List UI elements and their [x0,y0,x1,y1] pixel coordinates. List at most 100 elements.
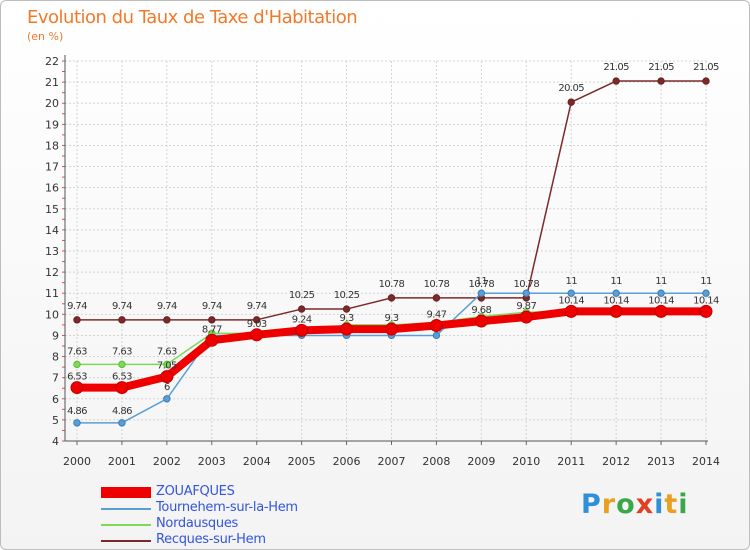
data-label: 10.14 [558,295,584,306]
data-label: 10.14 [648,295,674,306]
logo-letter: i [678,489,689,520]
data-point [297,305,306,313]
chart-title: Evolution du Taux de Taxe d'Habitation [27,7,358,28]
data-label: 11 [700,276,712,287]
data-point [522,289,530,297]
data-point [118,360,126,369]
data-label: 9.3 [340,313,354,324]
data-point [163,316,171,324]
gridlines [65,60,708,442]
data-point [429,319,443,333]
x-tick-label: 2004 [243,455,271,468]
logo-letter: P [581,489,602,520]
data-point [657,289,665,297]
data-point [73,360,81,369]
y-tick-label: 10 [45,308,59,321]
data-label: 11 [610,276,622,287]
x-tick-label: 2010 [512,455,540,468]
data-label: 9.87 [516,301,536,312]
y-tick-label: 6 [52,393,59,406]
proxiti-logo: Proxiti [581,489,689,520]
data-label: 10.78 [424,279,450,290]
y-tick-label: 18 [45,139,59,152]
y-tick-label: 22 [45,55,59,68]
x-tick-label: 2014 [692,455,720,468]
data-point [115,381,129,395]
y-tick-label: 17 [45,161,59,174]
x-tick-label: 2011 [557,455,585,468]
series-lines [70,77,713,427]
x-tick-label: 2013 [647,455,675,468]
y-tick-label: 9 [52,329,59,342]
data-label: 9.03 [247,319,267,330]
data-label: 9.74 [157,301,177,312]
data-label: 9.74 [112,301,132,312]
data-label: 4.86 [112,406,132,417]
data-label: 20.05 [558,83,584,94]
data-point [477,289,486,297]
data-point [567,98,575,106]
y-tick-label: 5 [52,414,59,427]
data-label: 21.05 [693,62,719,73]
data-point [654,304,668,318]
x-axis-ticks: 2000 2001 2002 2003 2004 2005 2006 2007 2008 2009… [63,455,720,468]
data-point [432,294,441,302]
data-point [295,323,309,337]
data-label: 6 [164,382,170,393]
legend-label: Recques-sur-Hem [156,532,266,547]
x-tick-label: 2002 [153,455,181,468]
data-point [160,370,174,384]
data-label: 10.78 [379,279,405,290]
data-label: 9.74 [202,301,222,312]
data-point [253,316,261,324]
logo-letter: x [635,489,655,520]
data-point [702,289,710,297]
y-tick-label: 13 [45,245,59,258]
legend-swatch [101,540,151,542]
data-point [612,289,620,297]
x-tick-label: 2006 [333,455,361,468]
data-label: 21.05 [603,62,629,73]
data-label: 7.63 [67,346,87,357]
data-label: 11 [655,276,667,287]
data-label: 11 [565,276,577,287]
data-label: 9.74 [67,301,87,312]
y-tick-label: 21 [45,76,59,89]
data-point [519,310,533,324]
data-point [387,294,396,302]
data-point [657,77,665,85]
data-point [340,322,354,336]
data-point [609,304,623,318]
data-label: 6.53 [112,372,132,383]
data-label: 10.25 [289,290,315,301]
data-point [699,304,713,318]
data-label: 11 [476,276,488,287]
y-tick-label: 19 [45,118,59,131]
x-tick-label: 2000 [63,455,91,468]
logo-letter: o [616,489,636,520]
data-label: 9.24 [292,314,312,325]
logo-letter: i [654,489,665,520]
x-tick-label: 2007 [378,455,406,468]
data-point [118,419,126,427]
data-label: 10.14 [693,295,719,306]
data-point [567,289,575,297]
data-label: 10.78 [469,279,495,290]
chart-subtitle: (en %) [27,30,64,43]
data-point [342,305,351,313]
y-tick-label: 4 [52,435,59,448]
data-point [612,77,620,85]
legend-swatch [101,524,151,526]
data-point [205,333,219,347]
legend-label: Nordausques [156,516,238,531]
data-point [208,316,216,324]
data-label: 10.14 [603,295,629,306]
data-point [702,77,710,85]
data-point [432,331,441,340]
data-label: 7.05 [157,361,177,372]
legend-swatch [101,508,151,510]
data-point [118,316,126,324]
x-tick-label: 2003 [198,455,226,468]
data-labels: 9.74 9.74 9.74 9.74 9.74 10.25 10.25 10.78 10.78… [67,62,720,417]
